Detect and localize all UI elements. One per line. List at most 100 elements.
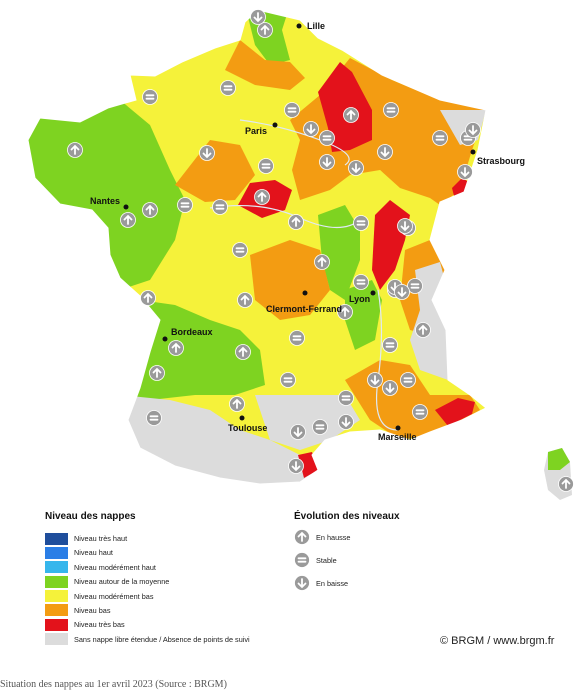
arrow-up-icon [237,292,253,308]
regions [28,10,486,484]
arrow-down-icon [394,284,410,300]
arrow-down-icon [303,121,319,137]
legend-label: Niveau modérément haut [74,562,156,572]
legend-swatch [45,561,68,574]
legend-swatch [45,633,68,646]
city-dot-bordeaux [162,336,168,342]
arrow-up-icon [337,304,353,320]
equals-icon [294,552,310,568]
equals-icon [146,410,162,426]
equals-icon [212,199,228,215]
legend-list: Niveau très haut Niveau haut Niveau modéré… [45,532,250,647]
equals-icon [142,89,158,105]
equals-icon [177,197,193,213]
arrow-up-icon [415,322,431,338]
region-east-moderement-bas [372,170,440,250]
city-dot-marseille [395,425,401,431]
credit: © BRGM / www.brgm.fr [440,635,555,647]
legend-item: Niveau haut [45,546,250,559]
region-champagne-tres-bas [318,62,372,152]
evolution-markers [67,9,574,492]
arrow-down-icon [288,458,304,474]
arrow-up-icon [343,107,359,123]
legend-swatch [45,575,68,588]
legend-item: Niveau modérément bas [45,590,250,603]
evolution-list: En hausse Stable En baisse [294,528,350,597]
arrow-up-icon [229,396,245,412]
caption: Situation des nappes au 1er avril 2023 (… [0,679,227,690]
city-dot-nantes [123,204,129,210]
legend-item: Niveau bas [45,604,250,617]
region-var-tres-bas [435,398,475,426]
legend-swatch [45,604,68,617]
city-label-lille: Lille [307,21,325,31]
arrow-up-icon [254,189,270,205]
equals-icon [383,102,399,118]
evolution-item: Stable [294,551,350,569]
equals-icon [353,215,369,231]
equals-icon [232,242,248,258]
equals-icon [382,337,398,353]
arrow-up-icon [168,340,184,356]
city-dot-toulouse [239,415,245,421]
equals-icon [407,278,423,294]
equals-icon [312,419,328,435]
arrow-up-icon [288,214,304,230]
evolution-item: En hausse [294,528,350,546]
legend-title: Niveau des nappes [45,511,136,522]
region-rhone-moyenne [345,280,382,350]
arrow-down-icon [338,414,354,430]
equals-icon [280,372,296,388]
legend-label: Niveau très bas [74,620,125,630]
city-label-paris: Paris [245,126,267,136]
legend-swatch [45,532,68,545]
arrow-down-icon [367,372,383,388]
france-outline [27,9,487,485]
arrow-down-icon [397,218,413,234]
region-massif-bas [250,240,330,320]
equals-icon [338,390,354,406]
equals-icon [258,158,274,174]
city-label-nantes: Nantes [90,196,120,206]
equals-icon [289,330,305,346]
legend-swatch [45,590,68,603]
evolution-label: En baisse [316,578,349,588]
equals-icon [319,130,335,146]
legend-item: Niveau modérément haut [45,561,250,574]
legend-item: Niveau très bas [45,618,250,631]
equals-icon [412,404,428,420]
legend-label: Niveau haut [74,548,113,558]
city-label-marseille: Marseille [378,432,417,442]
arrow-up-icon [120,212,136,228]
arrow-up-icon [67,142,83,158]
arrow-up-icon [257,22,273,38]
evolution-item: En baisse [294,574,350,592]
evolution-label: Stable [316,555,337,565]
city-dot-strasbourg [470,149,476,155]
city-dot-lyon [370,290,376,296]
arrow-down-icon [377,144,393,160]
region-center-west-bas [175,140,255,202]
cities: Lille Paris Strasbourg Nantes Clermont-F… [90,21,525,442]
legend-item: Niveau très haut [45,532,250,545]
arrow-down-icon [290,424,306,440]
arrow-down-icon [382,380,398,396]
equals-icon [284,102,300,118]
groundwater-map: Lille Paris Strasbourg Nantes Clermont-F… [27,9,574,500]
city-label-bordeaux: Bordeaux [171,327,213,337]
corsica-north-moyenne [548,448,570,470]
equals-icon [353,274,369,290]
city-dot-clermont [302,290,308,296]
arrow-up-icon [142,202,158,218]
arrow-up-icon [140,290,156,306]
legend-label: Niveau modérément bas [74,591,154,601]
arrow-down-icon [457,164,473,180]
legend-label: Niveau bas [74,605,111,615]
evolution-title: Évolution des niveaux [294,511,400,522]
city-dot-paris [272,122,278,128]
legend-label: Niveau autour de la moyenne [74,577,170,587]
arrow-down-icon [319,154,335,170]
city-label-strasbourg: Strasbourg [477,156,525,166]
arrow-down-icon [250,9,266,25]
city-label-toulouse: Toulouse [228,423,267,433]
